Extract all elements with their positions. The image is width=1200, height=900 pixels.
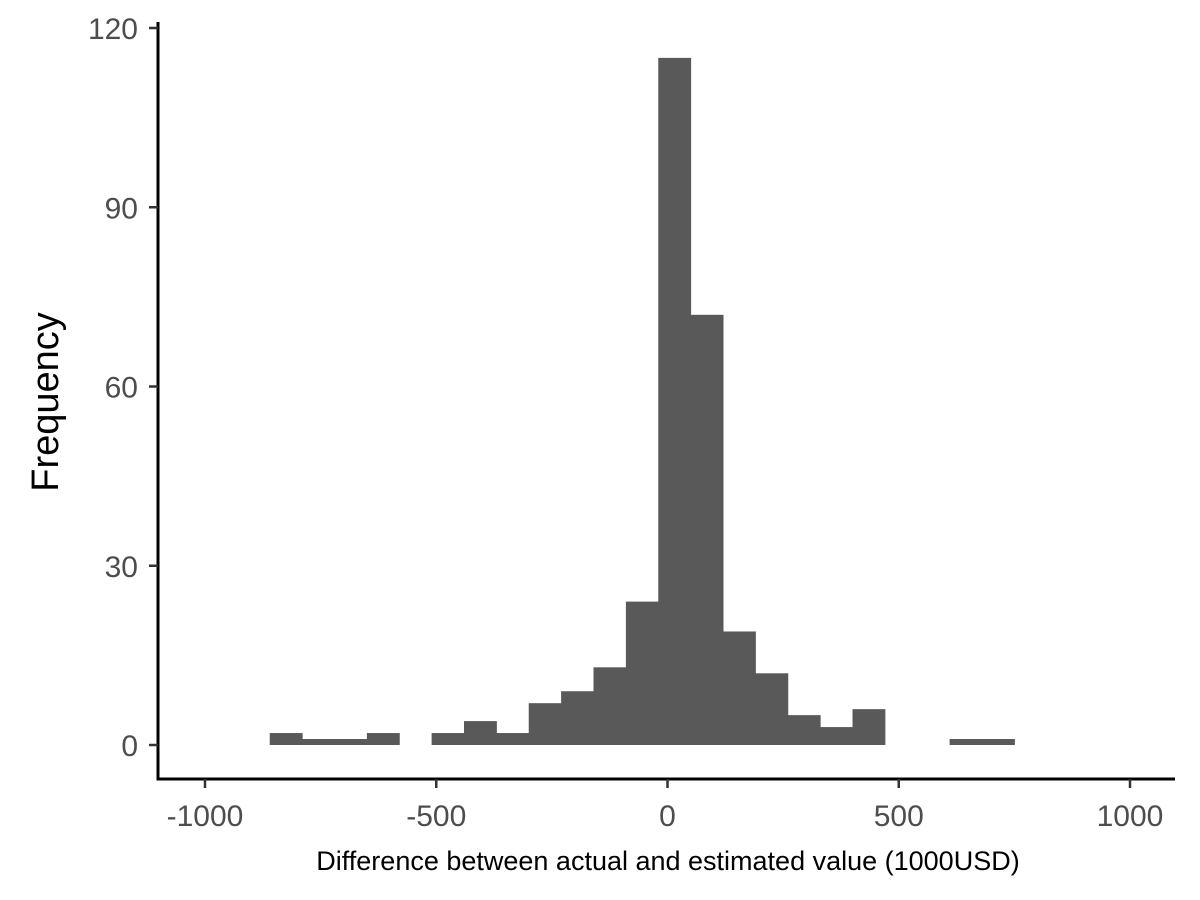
histogram-bar <box>690 314 724 745</box>
histogram-bar <box>366 733 400 745</box>
x-tick-label: 1000 <box>1097 800 1164 833</box>
x-tick-label: -1000 <box>167 800 244 833</box>
histogram-bar <box>625 601 659 745</box>
labels-layer: 0 30 60 90 120 -1000 -500 0 500 1000 <box>88 13 1163 833</box>
histogram-bar <box>658 57 692 745</box>
histogram-bar <box>755 673 789 745</box>
y-tick-label: 90 <box>105 192 138 225</box>
histogram-bar <box>593 667 627 745</box>
histogram-bar <box>723 631 756 745</box>
histogram-bar <box>269 733 303 745</box>
histogram-bar <box>787 715 821 745</box>
y-tick-label: 60 <box>105 372 138 405</box>
bars-layer <box>269 57 1015 745</box>
histogram-bar <box>528 703 562 745</box>
histogram-bar <box>431 733 465 745</box>
histogram-bar <box>982 739 1015 745</box>
histogram-bar <box>852 709 886 745</box>
histogram-bar <box>496 733 530 745</box>
y-tick-label: 0 <box>121 730 138 763</box>
histogram-bar <box>949 739 983 745</box>
y-tick-label: 30 <box>105 551 138 584</box>
axes-layer <box>149 22 1175 788</box>
x-tick-label: 0 <box>659 800 676 833</box>
histogram-bar <box>820 727 853 745</box>
histogram-bar <box>334 739 368 745</box>
histogram-bar <box>464 721 497 745</box>
y-tick-label: 120 <box>88 13 138 46</box>
y-axis-title: Frequency <box>25 312 67 492</box>
x-tick-label: 500 <box>874 800 924 833</box>
x-axis-title: Difference between actual and estimated … <box>316 846 1019 876</box>
histogram-bar <box>302 739 335 745</box>
x-tick-label: -500 <box>406 800 466 833</box>
histogram-bar <box>561 691 594 745</box>
